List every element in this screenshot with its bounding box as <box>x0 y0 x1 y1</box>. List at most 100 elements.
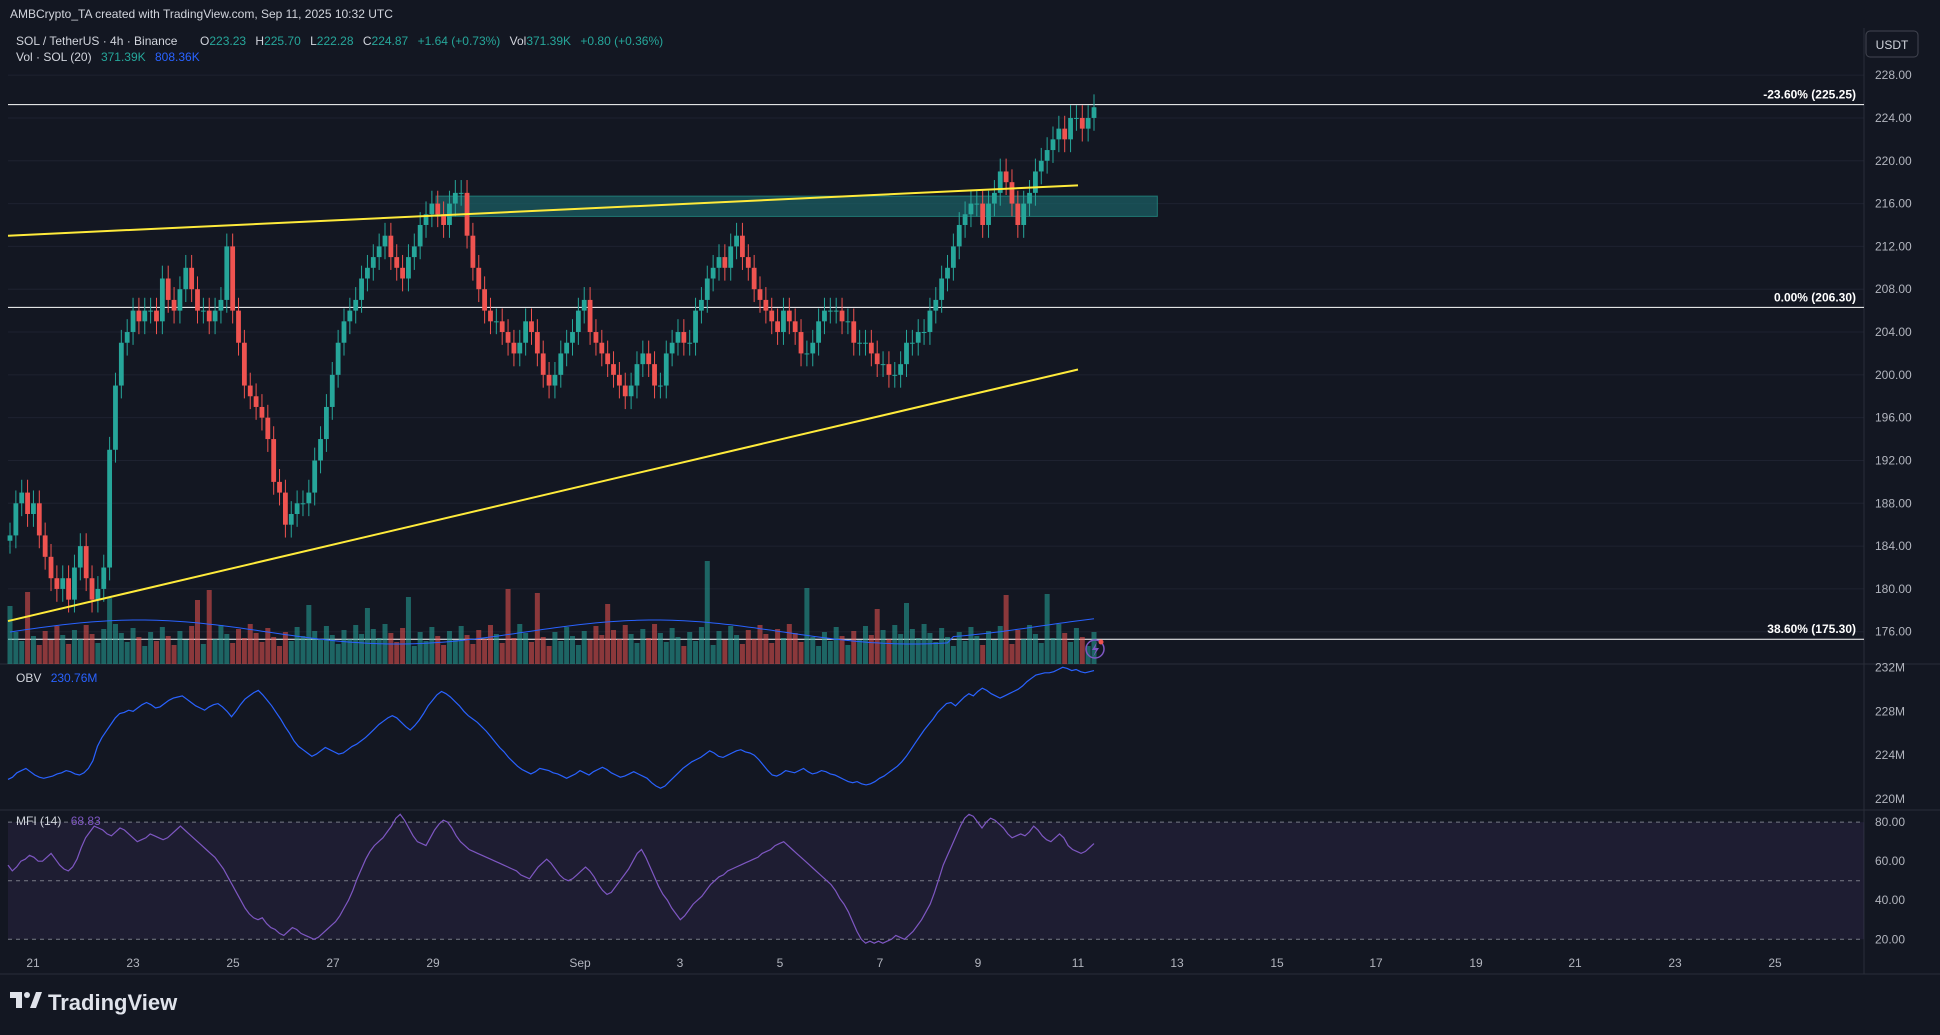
volume-bar <box>54 626 60 664</box>
volume-bar <box>745 630 751 664</box>
candle-body <box>781 310 786 333</box>
candle-body <box>19 492 25 504</box>
volume-bar <box>775 629 781 664</box>
volume-bar <box>470 644 476 664</box>
price-tick-label: 204.00 <box>1875 325 1912 339</box>
volume-bar <box>212 639 218 664</box>
volume-bar <box>171 645 177 664</box>
obv-tick-label: 228M <box>1875 704 1905 718</box>
trendlines <box>7 184 1079 623</box>
volume-bar <box>66 644 72 664</box>
candle-body <box>54 578 60 589</box>
volume-bar <box>950 646 956 664</box>
volume-bar <box>780 638 786 664</box>
volume-bar <box>646 638 652 664</box>
candle-body <box>259 406 265 418</box>
candle-body <box>675 332 681 343</box>
candle-body <box>247 385 253 397</box>
candle-body <box>376 246 382 258</box>
candle-body <box>669 342 675 354</box>
volume-bar <box>282 632 288 664</box>
volume-bar <box>605 604 611 664</box>
candle-body <box>341 321 347 343</box>
high-value: 225.70 <box>264 34 301 48</box>
price-chart-svg[interactable]: -23.60% (225.25) 0.00% (206.30) 38.60% (17… <box>0 28 1940 976</box>
volume-study-value: 371.39K <box>101 50 146 64</box>
candle-body <box>757 289 763 300</box>
price-tick-label: 208.00 <box>1875 282 1912 296</box>
candle-body <box>429 203 435 215</box>
candle-body <box>986 203 991 225</box>
lightning-icon-dot <box>1098 639 1104 645</box>
candle-body <box>282 492 288 525</box>
volume-bar <box>540 637 546 664</box>
ohlc-values: O223.23 H225.70 L222.28 C224.87 +1.64 (+… <box>200 34 663 48</box>
low-value: 222.28 <box>317 34 354 48</box>
candle-body <box>581 299 587 311</box>
volume-bar <box>734 635 740 664</box>
volume-bar <box>652 624 658 664</box>
volume-bar <box>247 624 253 664</box>
candle-body <box>529 321 534 333</box>
volume-bar <box>880 630 886 664</box>
volume-bar <box>253 633 259 664</box>
candle-body <box>716 257 722 268</box>
time-tick-label: 5 <box>777 956 784 970</box>
candle-body <box>300 503 306 505</box>
candle-body <box>605 353 611 365</box>
volume-bar <box>833 627 839 664</box>
candle-body <box>851 321 857 343</box>
volume-bar <box>19 641 25 664</box>
time-tick-label: 21 <box>26 956 40 970</box>
candle-body <box>915 332 921 343</box>
candle-body <box>833 310 839 312</box>
volume-bar <box>411 646 417 664</box>
volume-bar <box>36 645 42 664</box>
volume-bar <box>997 626 1003 664</box>
candle-body <box>417 224 423 247</box>
volume-bar <box>359 634 365 664</box>
volume-bar <box>903 603 909 664</box>
candle-body <box>159 278 165 322</box>
candle-body <box>66 578 71 600</box>
chart-area[interactable]: -23.60% (225.25) 0.00% (206.30) 38.60% (17… <box>0 28 1940 976</box>
candle-body <box>593 332 599 343</box>
volume-bar <box>786 624 792 664</box>
candle-body <box>200 310 206 312</box>
volume-bar <box>640 629 646 664</box>
volume-bar <box>417 632 423 664</box>
volume-bar <box>236 629 242 664</box>
tradingview-logo[interactable]: TradingView <box>10 990 177 1016</box>
candle-body <box>939 278 945 300</box>
volume-bar <box>1044 594 1050 664</box>
volume-bar <box>259 642 265 664</box>
change-value: +1.64 (+0.73%) <box>418 34 501 48</box>
currency-badge-text[interactable]: USDT <box>1876 38 1909 52</box>
volume-bar <box>107 598 113 664</box>
vol-label: Vol <box>510 34 527 48</box>
candle-body <box>587 299 593 333</box>
time-tick-label: 27 <box>326 956 340 970</box>
obv-line <box>7 666 1095 789</box>
candle-body <box>124 332 130 343</box>
candle-body <box>230 246 236 311</box>
candle-body <box>1033 171 1038 193</box>
volume-bar <box>353 625 359 664</box>
volume-bar <box>306 605 312 664</box>
volume-bar <box>95 643 101 664</box>
currency-badge[interactable]: USDT <box>1865 30 1919 58</box>
volume-study-label: Vol · SOL (20) 371.39K 808.36K <box>16 50 200 64</box>
volume-bar <box>446 631 452 664</box>
volume-bar <box>915 638 921 664</box>
volume-bar <box>101 629 107 664</box>
lightning-icon[interactable] <box>1085 639 1105 659</box>
candle-body <box>318 439 323 461</box>
candle-body <box>681 332 687 343</box>
volume-bar <box>71 630 77 664</box>
candle-body <box>95 588 101 600</box>
volume-bar <box>892 625 898 664</box>
candle-body <box>171 299 177 311</box>
candle-body <box>909 342 915 344</box>
currency-badge-box <box>1865 30 1919 58</box>
volume-bar <box>751 639 757 664</box>
